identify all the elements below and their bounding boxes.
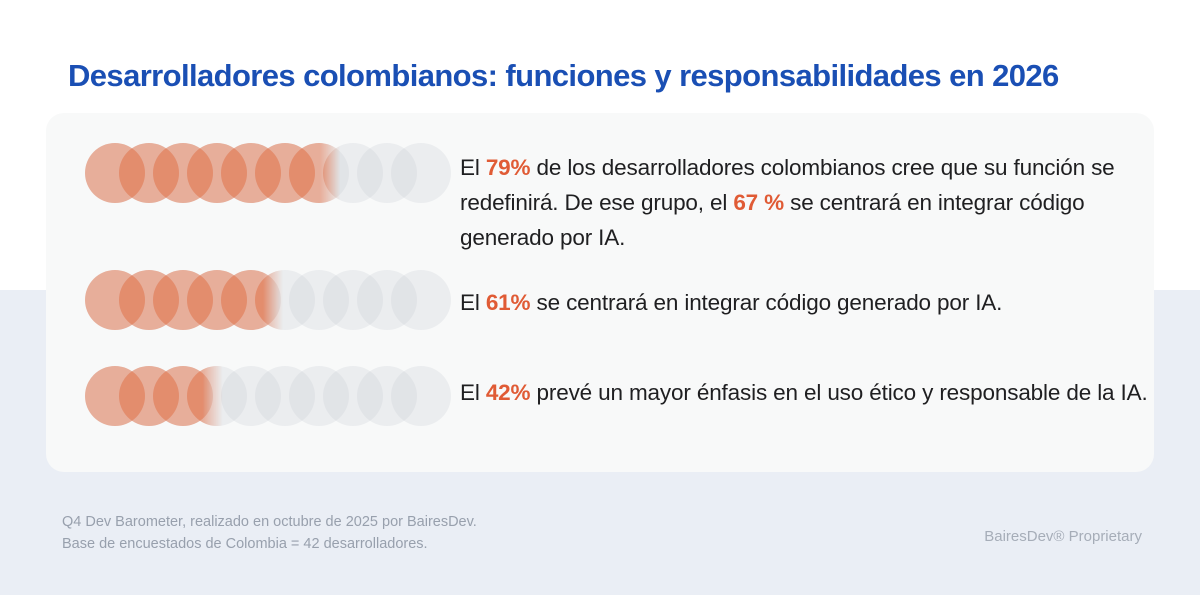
stat-row: El 42% prevé un mayor énfasis en el uso … [46, 361, 1154, 431]
footer-source-line-2: Base de encuestados de Colombia = 42 des… [62, 536, 428, 552]
stat-text-79: El 79% de los desarrolladores colombiano… [460, 150, 1154, 255]
stat-text-42: El 42% prevé un mayor énfasis en el uso … [460, 375, 1154, 410]
dot-meter-42 [85, 361, 451, 431]
dot-meter-61 [85, 265, 451, 335]
percentage-highlight: 67 % [733, 190, 784, 215]
sentence-fragment: El [460, 155, 486, 180]
sentence-fragment: El [460, 380, 486, 405]
sentence-fragment: prevé un mayor énfasis en el uso ético y… [530, 380, 1148, 405]
sentence-fragment: El [460, 290, 486, 315]
stat-text-61: El 61% se centrará en integrar código ge… [460, 285, 1154, 320]
dot-meter-fill [85, 361, 451, 431]
dot-meter-79 [85, 138, 451, 208]
percentage-highlight: 42% [485, 380, 531, 405]
footer-proprietary-label: BairesDev® Proprietary [984, 528, 1142, 545]
page-title: Desarrolladores colombianos: funciones y… [68, 58, 1059, 93]
stat-row: El 61% se centrará en integrar código ge… [46, 265, 1154, 335]
percentage-highlight: 61% [485, 290, 531, 315]
sentence-fragment: se centrará en integrar código generado … [530, 290, 1003, 315]
stat-row: El 79% de los desarrolladores colombiano… [46, 138, 1154, 255]
stats-card: El 79% de los desarrolladores colombiano… [46, 113, 1154, 472]
sentence-fragment: de los desarrolladores colombianos cree … [460, 155, 1115, 215]
percentage-highlight: 79% [485, 155, 531, 180]
dot-meter-fill [85, 138, 451, 208]
dot-meter-fill [85, 265, 451, 335]
footer-source-line-1: Q4 Dev Barometer, realizado en octubre d… [62, 514, 477, 530]
sentence-fragment: se centrará en integrar código generado … [460, 190, 1085, 250]
footer-source-note: Q4 Dev Barometer, realizado en octubre d… [62, 511, 477, 555]
